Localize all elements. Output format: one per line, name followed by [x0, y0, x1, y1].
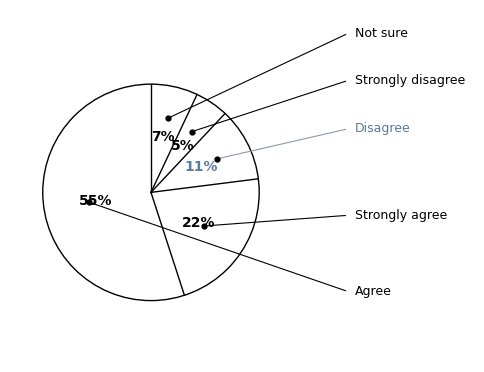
Text: 22%: 22% — [182, 215, 215, 230]
Text: Strongly disagree: Strongly disagree — [355, 74, 465, 87]
Text: Strongly agree: Strongly agree — [355, 209, 447, 222]
Text: 7%: 7% — [151, 131, 175, 144]
Text: 55%: 55% — [78, 194, 112, 208]
Text: Not sure: Not sure — [355, 27, 408, 40]
Text: Disagree: Disagree — [355, 122, 410, 135]
Text: 11%: 11% — [184, 160, 218, 174]
Text: 5%: 5% — [171, 139, 195, 153]
Text: Agree: Agree — [355, 285, 392, 298]
